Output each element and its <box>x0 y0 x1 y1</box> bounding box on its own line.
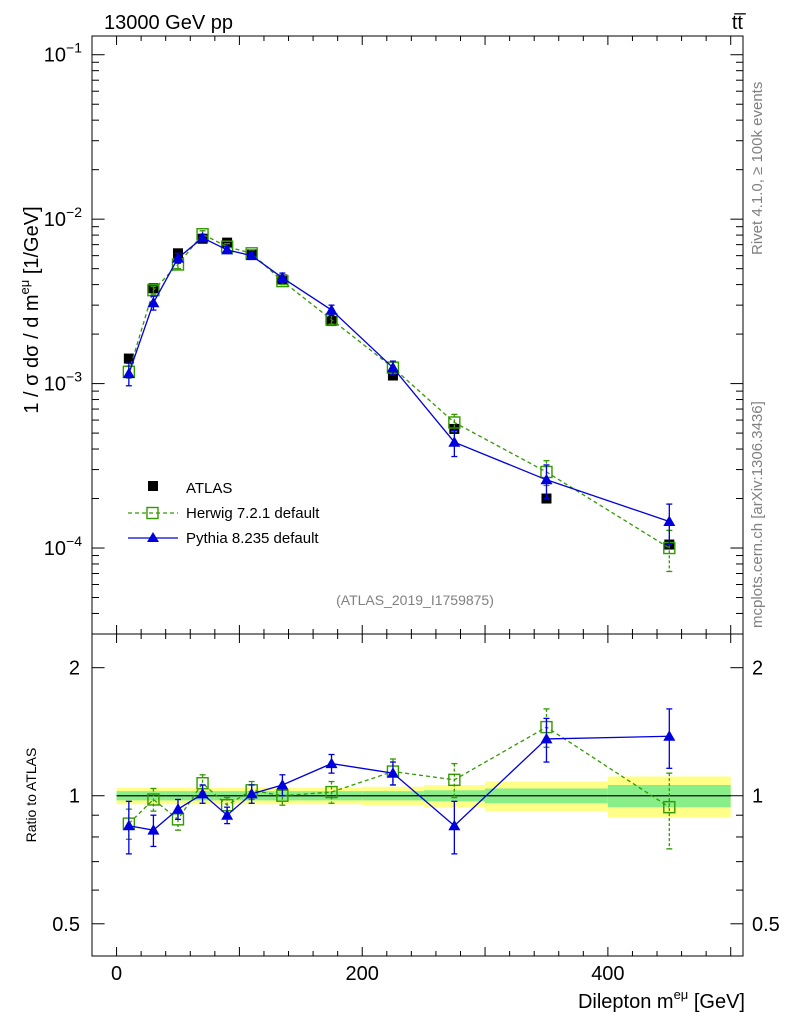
ratio-pythia-point <box>276 778 289 790</box>
y-label-superscript: eμ <box>17 280 32 295</box>
ratio-pythia-point <box>171 803 184 814</box>
main-panel: 10−110−210−310−4 <box>44 35 744 635</box>
pythia-point <box>540 473 553 485</box>
ratio-pythia-point <box>122 819 135 831</box>
energy-label: 13000 GeV pp <box>104 12 233 34</box>
ratio-y-tick-label-right: 0.5 <box>752 914 780 936</box>
y-tick-base: 10 <box>44 538 66 560</box>
y-tick-exponent: −2 <box>66 204 82 220</box>
ratio-herwig-point <box>663 800 676 814</box>
rivet-version-label: Rivet 4.1.0, ≥ 100k events <box>749 82 766 255</box>
x-tick-label: 200 <box>346 963 379 985</box>
pythia-point <box>147 296 160 308</box>
ratio-pythia-point <box>448 819 461 831</box>
y-tick-label: 10−2 <box>44 204 82 231</box>
x-tick-label: 400 <box>591 963 624 985</box>
ratio-pythia-point <box>540 732 553 744</box>
ratio-pythia-point <box>663 730 676 741</box>
legend-herwig-marker <box>146 506 159 520</box>
y-tick-label: 10−4 <box>44 533 82 560</box>
x-axis-label: Dilepton meμ [GeV] <box>578 987 745 1013</box>
ratio-pythia-point <box>196 787 209 799</box>
legend-herwig-label: Herwig 7.2.1 default <box>186 505 320 522</box>
source-label: mcplots.cern.ch [arXiv:1306.3436] <box>749 401 766 628</box>
legend-pythia-label: Pythia 8.235 default <box>186 530 319 547</box>
ratio-y-tick-label-right: 2 <box>752 658 763 680</box>
analysis-label: (ATLAS_2019_I1759875) <box>336 592 494 608</box>
pythia-point <box>663 515 676 526</box>
x-label-unit: [GeV] <box>688 991 745 1013</box>
pythia-point <box>276 271 289 283</box>
pythia-point <box>171 252 184 263</box>
ratio-y-tick-label-left: 2 <box>69 658 80 680</box>
ratio-herwig-point <box>147 793 160 806</box>
ratio-y-tick-label-left: 1 <box>69 786 80 808</box>
legend-atlas-label: ATLAS <box>186 480 232 497</box>
herwig-point <box>448 416 461 429</box>
atlas-point <box>123 353 134 364</box>
ratio-pythia-point <box>221 809 234 820</box>
ratio-pythia-point <box>386 767 399 778</box>
y-label-unit: [1/GeV] <box>21 206 43 279</box>
atlas-point <box>449 423 460 434</box>
y-tick-base: 10 <box>44 374 66 396</box>
ratio-herwig-point <box>325 785 338 799</box>
pythia-point <box>245 249 258 261</box>
y-tick-label: 10−3 <box>44 369 82 396</box>
ratio-pythia-point <box>245 787 258 799</box>
y-tick-exponent: −4 <box>66 533 82 549</box>
ratio-y-tick-label-left: 0.5 <box>52 914 80 936</box>
legend: ATLAS Herwig 7.2.1 default Pythia 8.235 … <box>128 480 320 547</box>
x-label-superscript: eμ <box>674 987 689 1002</box>
pythia-point <box>196 231 209 243</box>
pythia-point <box>325 304 338 315</box>
pythia-point <box>448 436 461 447</box>
ratio-frame <box>91 633 744 957</box>
process-label: tt̅ <box>732 12 746 34</box>
ratio-y-axis-label: Ratio to ATLAS <box>23 748 39 843</box>
pythia-point <box>386 361 399 373</box>
y-label-text: 1 / σ dσ / d m <box>21 294 43 413</box>
ratio-y-tick-label-right: 1 <box>752 786 763 808</box>
y-tick-exponent: −3 <box>66 369 82 385</box>
pythia-point <box>221 243 234 255</box>
ratio-pythia-point <box>325 757 338 769</box>
y-tick-base: 10 <box>44 209 66 231</box>
pythia-line <box>128 237 670 523</box>
pythia-point <box>122 367 135 379</box>
atlas-point <box>222 237 233 248</box>
main-y-axis-label: 1 / σ dσ / d meμ [1/GeV] <box>17 206 43 413</box>
ratio-pythia-point <box>147 824 160 835</box>
x-tick-label: 0 <box>111 963 122 985</box>
herwig-line <box>128 233 670 549</box>
ratio-herwig-point <box>448 773 461 787</box>
y-tick-base: 10 <box>44 45 66 67</box>
x-label-text: Dilepton m <box>578 991 674 1013</box>
y-tick-exponent: −1 <box>66 40 82 56</box>
y-tick-label: 10−1 <box>44 40 82 67</box>
ratio-panel: 0 200 400 2 2 1 1 0.5 0.5 <box>52 633 780 985</box>
legend-pythia-marker <box>147 532 159 542</box>
legend-atlas-marker <box>148 481 158 491</box>
